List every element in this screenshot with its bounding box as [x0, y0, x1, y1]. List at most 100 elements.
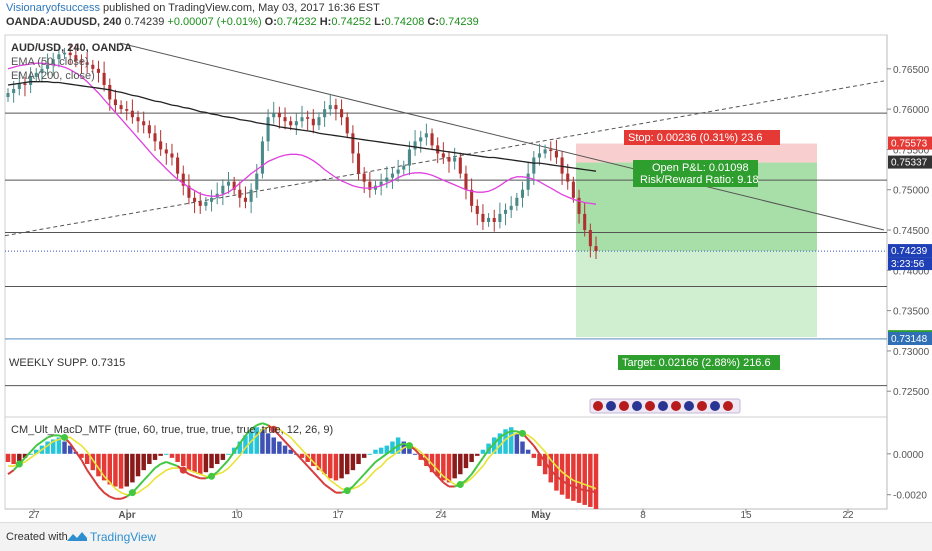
open-value: 0.74232: [276, 16, 317, 28]
candle-body: [289, 121, 293, 126]
candle-body: [323, 109, 327, 118]
candle-body: [532, 157, 536, 174]
candle-body: [74, 55, 78, 61]
legend-title: AUD/USD, 240, OANDA: [11, 42, 132, 54]
candle-body: [193, 197, 197, 202]
macd-histogram-bar: [435, 453, 440, 477]
macd-cross-dot: [15, 460, 23, 468]
candle-body: [571, 181, 575, 198]
candle-body: [458, 157, 462, 174]
macd-histogram-bar: [271, 437, 276, 454]
macd-histogram-bar: [571, 453, 576, 501]
macd-line-segment: [419, 455, 428, 463]
price-label-box: [888, 155, 932, 169]
candle-body: [470, 189, 474, 206]
macd-line-segment: [160, 461, 167, 465]
macd-histogram-bar: [152, 453, 158, 460]
macd-histogram-bar: [209, 453, 214, 469]
candle-body: [583, 213, 587, 231]
macd-histogram-bar: [158, 453, 163, 456]
candle-body: [153, 133, 157, 142]
macd-line-segment: [256, 422, 263, 427]
candle-body: [419, 137, 423, 142]
macd-line-segment: [374, 457, 382, 463]
macd-histogram-bar: [378, 447, 384, 454]
macd-line-segment: [103, 491, 111, 498]
macd-histogram-bar: [525, 449, 531, 454]
flag-icon: [619, 401, 629, 411]
time-axis: 27 Apr 10 17 24 May 8 15 22: [28, 509, 854, 521]
macd-histogram-bar: [514, 433, 520, 454]
macd-line-segment: [442, 481, 450, 488]
macd-line-segment: [567, 483, 574, 488]
candle-body: [159, 141, 163, 150]
candle-body: [549, 149, 553, 152]
footer: Created with TradingView: [0, 522, 932, 551]
macd-histogram-bar: [537, 453, 542, 467]
macd-histogram-bar: [520, 441, 525, 454]
candle-body: [396, 169, 400, 174]
macd-cross-dot: [343, 487, 351, 495]
macd-line-segment: [465, 473, 473, 482]
macd-line-segment: [47, 434, 54, 439]
candle-body: [577, 197, 581, 214]
macd-histogram-bar: [5, 453, 11, 462]
candle-body: [255, 173, 259, 190]
macd-histogram-bar: [67, 445, 73, 454]
macd-line-segment: [222, 459, 230, 467]
tradingview-link[interactable]: TradingView: [90, 530, 157, 544]
macd-histogram-bar: [79, 453, 84, 458]
price-label-box: [888, 244, 932, 258]
candle-body: [487, 217, 491, 222]
high-value: 0.74252: [331, 16, 372, 28]
candle-body: [277, 113, 281, 118]
macd-line-segment: [532, 445, 541, 455]
ema-lines: [7, 62, 597, 205]
macd-histogram-bar: [407, 447, 412, 454]
flag-icon: [723, 401, 733, 411]
macd-histogram-bar: [192, 453, 197, 473]
candle-body: [40, 68, 44, 73]
candle-body: [537, 153, 542, 158]
macd-line-segment: [550, 469, 558, 477]
macd-histogram-bar: [384, 445, 390, 454]
macd-histogram-bar: [118, 453, 124, 489]
macd-line-segment: [431, 469, 439, 477]
flag-icon: [645, 401, 655, 411]
macd-histogram-bar: [333, 453, 339, 481]
candle-body: [317, 117, 321, 126]
candle-body: [441, 153, 445, 158]
candle-body: [221, 185, 225, 194]
macd-line-segment: [109, 495, 116, 500]
candle-body: [328, 105, 332, 110]
macd-histogram-bar: [356, 453, 361, 465]
candle-body: [430, 133, 434, 146]
macd-line-segment: [29, 444, 38, 453]
macd-histogram-bar: [56, 437, 62, 454]
macd-histogram-bar: [305, 453, 310, 462]
macd-histogram-bar: [469, 453, 474, 462]
stop-zone: [576, 143, 817, 163]
macd-histogram-bar: [463, 453, 469, 469]
macd-line-segment: [154, 463, 162, 469]
macd-line-segment: [250, 424, 258, 431]
candle-body: [85, 62, 89, 65]
macd-line-segment: [86, 469, 94, 479]
candle-body: [170, 153, 174, 158]
macd-histogram-bar: [424, 453, 429, 467]
pnl-label-box: [633, 160, 758, 187]
price-tick-label: 0.73500: [893, 307, 930, 318]
macd-histogram-bar: [508, 427, 514, 454]
author-link[interactable]: Visionaryofsuccess: [6, 2, 100, 14]
macd-cross-dot: [128, 489, 136, 497]
stop-label: Stop: 0.00236 (0.31%) 23.6: [628, 132, 763, 144]
candle-body: [29, 76, 33, 85]
macd-histogram-bar: [531, 453, 537, 458]
candle-body: [588, 230, 592, 247]
flag-icon: [710, 401, 720, 411]
last-price: 0.74239: [124, 16, 165, 28]
candle-body: [266, 117, 270, 142]
candle-body: [566, 173, 570, 182]
macd-histogram-bar: [260, 429, 265, 454]
weekly-support-label: WEEKLY SUPP. 0.7315: [9, 357, 125, 369]
